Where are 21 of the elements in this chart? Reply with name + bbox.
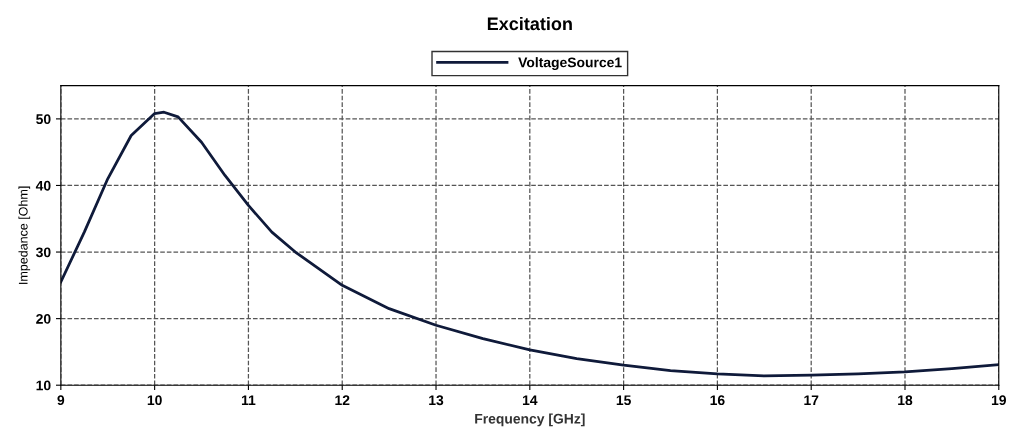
- y-tick-label: 20: [36, 313, 51, 324]
- x-tick-label: 16: [710, 395, 725, 406]
- x-tick-label: 18: [898, 395, 913, 406]
- x-tick-label: 14: [522, 395, 538, 405]
- y-axis-title: Impedance [Ohm]: [18, 186, 31, 284]
- legend-label: VoltageSource1: [518, 57, 622, 71]
- x-axis-title: Frequency [GHz]: [475, 413, 585, 427]
- y-tick-label: 40: [35, 180, 51, 191]
- line-series: [60, 110, 999, 378]
- x-tick-label: 12: [335, 395, 350, 405]
- y-tick-label: 30: [35, 247, 51, 258]
- y-tick-label: 10: [36, 380, 51, 391]
- x-tick-label: 11: [241, 395, 256, 405]
- x-tick-label: 9: [57, 395, 65, 406]
- x-tick-label: 10: [147, 395, 162, 406]
- x-tick-label: 15: [616, 395, 631, 406]
- x-tick-label: 13: [429, 395, 444, 406]
- x-tick-label: 17: [804, 395, 819, 405]
- y-tick-label: 50: [36, 114, 51, 125]
- x-tick-label: 19: [991, 395, 1006, 406]
- chart-title: Excitation: [487, 16, 572, 31]
